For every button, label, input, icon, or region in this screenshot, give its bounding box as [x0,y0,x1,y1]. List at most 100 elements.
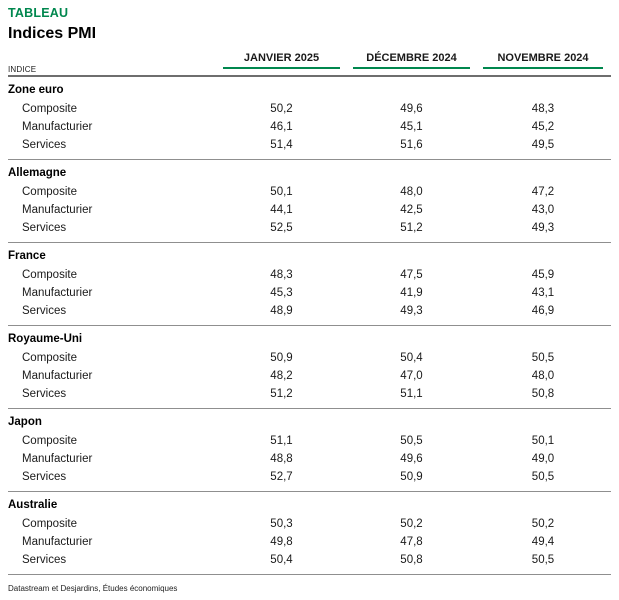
cell-value: 50,9 [270,352,293,364]
row-label: Composite [22,269,77,281]
row-label: Services [22,388,67,400]
cell-value: 47,5 [400,269,423,281]
cell-value: 51,4 [270,139,293,151]
cell-value: 50,2 [270,103,293,115]
cell-value: 52,7 [270,471,293,483]
cell-value: 50,9 [400,471,423,483]
row-label: Services [22,305,67,317]
cell-value: 45,3 [270,287,293,299]
row-label: Manufacturier [22,453,93,465]
cell-value: 49,6 [400,453,423,465]
cell-value: 45,1 [400,121,423,133]
cell-value: 46,9 [531,305,555,317]
table-row: Services 50,4 50,8 50,5 [8,551,611,569]
table-row: Services 51,2 51,1 50,8 [8,385,611,403]
table-row: Services 52,7 50,9 50,5 [8,468,611,486]
cell-value: 51,1 [270,435,293,447]
cell-value: 48,0 [400,186,423,198]
cell-value: 51,6 [400,139,423,151]
cell-value: 48,8 [270,453,293,465]
cell-value: 48,9 [270,305,293,317]
table-section: Royaume-Uni Composite 50,9 50,4 50,5 Manufact… [8,326,611,409]
table-row: Composite 48,3 47,5 45,9 [8,266,611,284]
table-section: France Composite 48,3 47,5 45,9 Manufacturier… [8,243,611,326]
cell-value: 41,9 [400,287,423,299]
row-label: Manufacturier [22,204,93,216]
cell-value: 48,2 [270,370,293,382]
cell-value: 49,6 [400,103,423,115]
table-row: Manufacturier 45,3 41,9 43,1 [8,284,611,302]
section-name: Royaume-Uni [8,333,83,345]
table-row: Manufacturier 46,1 45,1 45,2 [8,118,611,136]
cell-value: 47,0 [400,370,423,382]
cell-value: 50,4 [400,352,423,364]
cell-value: 46,1 [270,121,293,133]
cell-value: 47,8 [400,536,423,548]
column-header-janvier-2025: JANVIER 2025 [223,52,340,69]
page-title: Indices PMI [8,25,97,42]
row-label: Manufacturier [22,121,93,133]
cell-value: 50,5 [531,352,555,364]
column-header-decembre-2024: DÉCEMBRE 2024 [353,52,470,69]
row-label: Services [22,222,67,234]
section-name: France [8,250,46,262]
cell-value: 50,2 [531,518,555,530]
table-row: Composite 50,9 50,4 50,5 [8,349,611,367]
cell-value: 50,5 [400,435,423,447]
header-rule [8,75,611,77]
cell-value: 49,3 [400,305,423,317]
table-row: Composite 50,2 49,6 48,3 [8,100,611,118]
row-label: Composite [22,352,77,364]
cell-value: 51,1 [400,388,423,400]
table-row: Composite 50,3 50,2 50,2 [8,515,611,533]
row-label: Services [22,554,67,566]
cell-value: 45,9 [531,269,555,281]
row-label: Composite [22,518,77,530]
table-row: Manufacturier 49,8 47,8 49,4 [8,533,611,551]
row-label: Services [22,471,67,483]
cell-value: 51,2 [400,222,423,234]
table-section: Japon Composite 51,1 50,5 50,1 Manufacturier 4… [8,409,611,492]
table-section: Allemagne Composite 50,1 48,0 47,2 Manufactur… [8,160,611,243]
figure-eyebrow: TABLEAU [8,6,69,20]
table-row: Manufacturier 48,8 49,6 49,0 [8,450,611,468]
row-label: Manufacturier [22,370,93,382]
cell-value: 44,1 [270,204,293,216]
table-row: Services 51,4 51,6 49,5 [8,136,611,154]
cell-value: 49,5 [531,139,555,151]
cell-value: 51,2 [270,388,293,400]
row-label: Composite [22,435,77,447]
table-row: Composite 51,1 50,5 50,1 [8,432,611,450]
cell-value: 50,2 [400,518,423,530]
table-row: Services 52,5 51,2 49,3 [8,219,611,237]
index-column-label: INDICE [8,65,37,74]
cell-value: 50,5 [531,471,555,483]
section-name: Allemagne [8,167,67,179]
table-section: Zone euro Composite 50,2 49,6 48,3 Manufactur… [8,77,611,160]
cell-value: 49,4 [531,536,555,548]
cell-value: 42,5 [400,204,423,216]
cell-value: 49,3 [531,222,555,234]
cell-value: 48,0 [531,370,555,382]
table-row: Composite 50,1 48,0 47,2 [8,183,611,201]
cell-value: 50,5 [531,554,555,566]
section-name: Zone euro [8,84,64,96]
cell-value: 50,1 [270,186,293,198]
cell-value: 52,5 [270,222,293,234]
cell-value: 43,0 [531,204,555,216]
row-label: Composite [22,186,77,198]
row-label: Manufacturier [22,287,93,299]
cell-value: 50,1 [531,435,555,447]
table-header-row: INDICE JANVIER 2025 DÉCEMBRE 2024 NOVEMB… [8,52,611,75]
table-row: Manufacturier 44,1 42,5 43,0 [8,201,611,219]
cell-value: 50,8 [400,554,423,566]
cell-value: 43,1 [531,287,555,299]
section-name: Japon [8,416,42,428]
cell-value: 48,3 [531,103,555,115]
section-name: Australie [8,499,58,511]
row-label: Manufacturier [22,536,93,548]
cell-value: 49,0 [531,453,555,465]
cell-value: 47,2 [531,186,555,198]
source-note: Datastream et Desjardins, Études économi… [8,584,178,593]
